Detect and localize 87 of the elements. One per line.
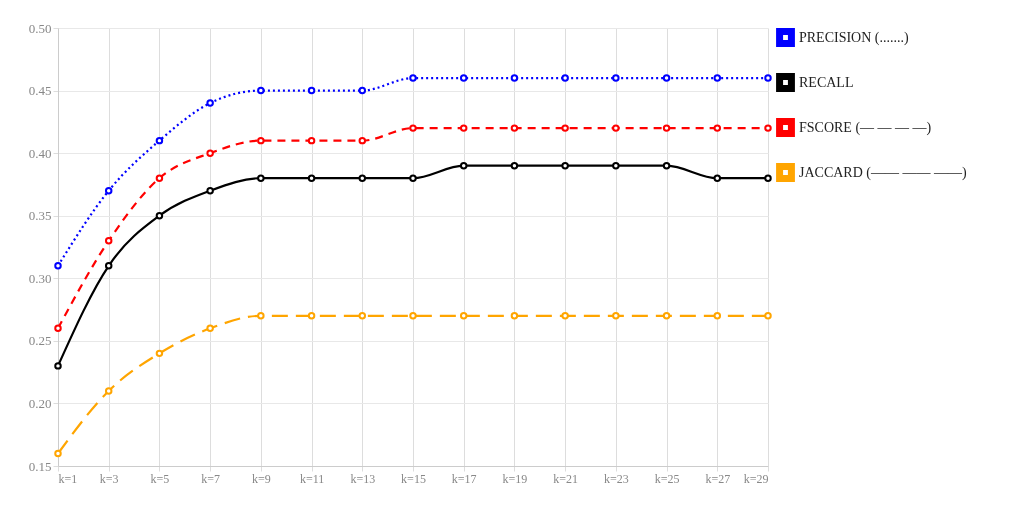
x-tick-label: k=17 [451, 471, 477, 486]
x-tick-label: k=21 [553, 471, 579, 486]
point [764, 74, 772, 82]
point [662, 124, 671, 132]
point [612, 124, 620, 132]
point [155, 174, 164, 182]
point [764, 312, 772, 320]
point [257, 174, 265, 182]
x-tick-label: k=9 [251, 471, 271, 486]
point [257, 136, 265, 145]
x-tick-label: k=27 [705, 471, 731, 486]
point [662, 74, 671, 82]
point [612, 74, 620, 82]
point [307, 136, 316, 145]
y-tick-label: 0.25 [28, 333, 52, 349]
y-tick-label: 0.50 [28, 20, 52, 36]
x-tick-label: k=13 [350, 471, 376, 486]
point [612, 312, 620, 320]
point [358, 86, 367, 95]
x-tick-label: k=15 [401, 471, 426, 486]
y-tick-label: 0.30 [28, 270, 52, 286]
point [206, 149, 214, 157]
x-tick-label: k=5 [150, 471, 170, 486]
point [104, 387, 113, 395]
x-tick-label: k=25 [654, 471, 680, 486]
point [459, 312, 468, 320]
point [206, 99, 214, 107]
point [459, 74, 468, 82]
point [459, 161, 468, 170]
point [257, 312, 265, 320]
point [510, 161, 519, 170]
point [662, 312, 671, 320]
point [104, 262, 113, 270]
point [713, 74, 722, 82]
x-tick-label: k=1 [58, 471, 78, 486]
point [206, 186, 214, 195]
y-tick-label: 0.40 [28, 145, 52, 161]
y-tick-label: 0.15 [28, 458, 52, 474]
point [307, 312, 316, 320]
point [358, 312, 367, 320]
legend-label: FSCORE (— — — —) [799, 119, 932, 136]
x-tick-label: k=29 [743, 471, 769, 486]
y-tick-label: 0.20 [28, 395, 52, 411]
point [54, 262, 62, 270]
point [54, 449, 62, 458]
y-tick-label: 0.45 [28, 83, 52, 99]
point [713, 174, 722, 182]
legend-label: RECALL [799, 74, 854, 90]
point [459, 124, 468, 132]
point [358, 136, 367, 145]
x-tick-label: k=19 [502, 471, 528, 486]
point [104, 186, 113, 195]
point [409, 174, 417, 182]
point [307, 174, 316, 182]
point [510, 312, 519, 320]
point [54, 324, 62, 333]
point [155, 349, 164, 358]
point [510, 124, 519, 132]
point [409, 312, 417, 320]
point [561, 312, 569, 320]
x-tick-label: k=23 [603, 471, 629, 486]
point [713, 312, 722, 320]
point [561, 74, 569, 82]
point [662, 161, 671, 170]
point [358, 174, 367, 182]
point [155, 211, 164, 220]
point [510, 74, 519, 82]
point [612, 161, 620, 170]
legend-label: JACCARD (—— —— ——) [799, 164, 967, 181]
point [561, 161, 569, 170]
point [409, 124, 417, 132]
x-tick-label: k=11 [299, 471, 325, 486]
legend-label: PRECISION (.......) [799, 29, 910, 46]
y-tick-label: 0.35 [28, 208, 52, 224]
point [561, 124, 569, 132]
x-tick-label: k=7 [201, 471, 221, 486]
x-tick-label: k=3 [99, 471, 119, 486]
point [764, 124, 772, 132]
point [104, 237, 113, 245]
point [409, 74, 417, 82]
point [257, 86, 265, 95]
point [54, 362, 62, 370]
point [206, 324, 214, 333]
point [764, 174, 772, 182]
point [155, 136, 164, 145]
point [713, 124, 722, 132]
point [307, 86, 316, 95]
